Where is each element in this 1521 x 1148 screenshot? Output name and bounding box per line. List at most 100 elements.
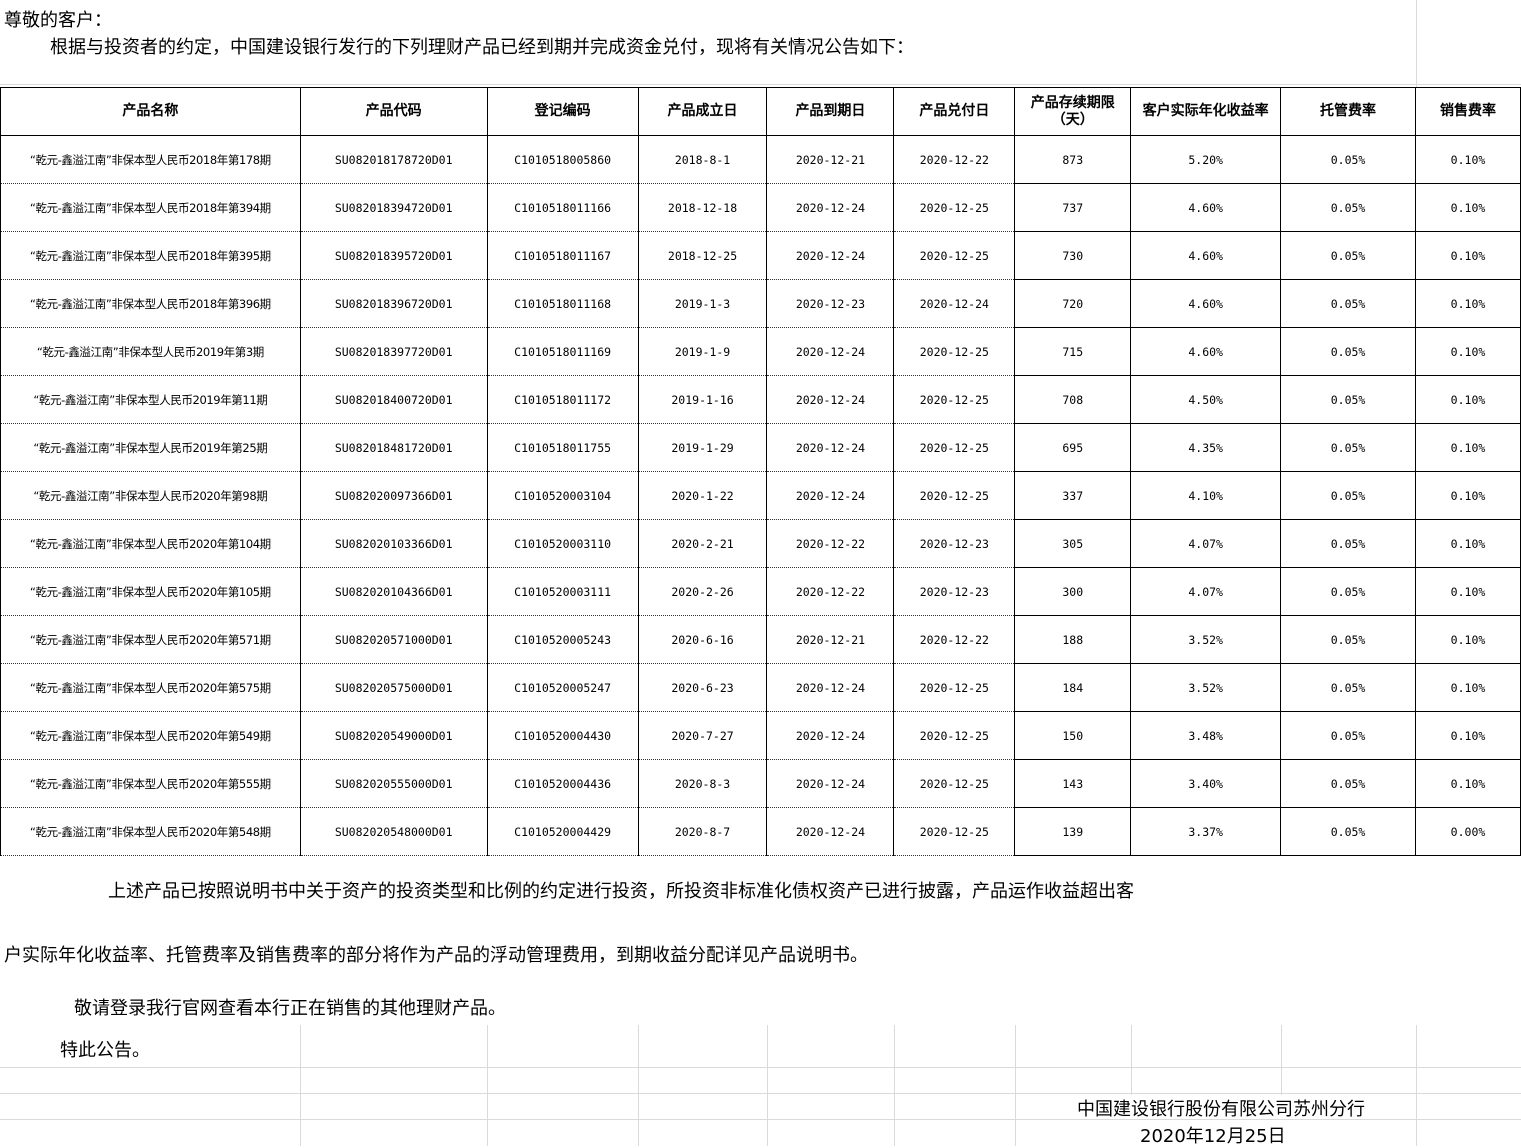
cell-maturity-date: 2020-12-21 — [766, 615, 895, 664]
cell-payment-date: 2020-12-25 — [893, 807, 1016, 856]
cell-sales-fee-rate: 0.10% — [1414, 711, 1521, 760]
header-duration-days: 产品存续期限（天） — [1014, 87, 1132, 136]
cell-product-name: “乾元-鑫溢江南”非保本型人民币2020年第549期 — [0, 711, 301, 760]
announcement-date: 2020年12月25日 — [1140, 1126, 1286, 1147]
cell-product-code: SU082018397720D01 — [299, 327, 488, 376]
cell-annualized-yield: 4.60% — [1130, 183, 1282, 232]
table-row: “乾元-鑫溢江南”非保本型人民币2020年第571期 SU082020571000… — [0, 615, 1521, 664]
cell-establish-date: 2019-1-3 — [637, 279, 768, 328]
cell-establish-date: 2020-6-23 — [637, 663, 768, 712]
greeting: 尊敬的客户： — [4, 10, 112, 31]
table-row: “乾元-鑫溢江南”非保本型人民币2020年第104期 SU082020103366… — [0, 519, 1521, 568]
cell-establish-date: 2020-8-7 — [637, 807, 768, 856]
header-sales-fee-rate: 销售费率 — [1414, 87, 1521, 136]
cell-product-name: “乾元-鑫溢江南”非保本型人民币2020年第104期 — [0, 519, 301, 568]
cell-product-name: “乾元-鑫溢江南”非保本型人民币2020年第555期 — [0, 759, 301, 808]
cell-product-name: “乾元-鑫溢江南”非保本型人民币2018年第396期 — [0, 279, 301, 328]
cell-duration-days: 695 — [1014, 423, 1132, 472]
cell-annualized-yield: 3.52% — [1130, 663, 1282, 712]
cell-maturity-date: 2020-12-22 — [766, 567, 895, 616]
cell-payment-date: 2020-12-25 — [893, 759, 1016, 808]
cell-maturity-date: 2020-12-24 — [766, 423, 895, 472]
cell-registration-code: C1010520004429 — [486, 807, 639, 856]
cell-custody-fee-rate: 0.05% — [1280, 759, 1416, 808]
product-table: 产品名称 产品代码 登记编码 产品成立日 产品到期日 产品兑付日 产品存续期限（天） 客户实际… — [0, 87, 1521, 856]
cell-maturity-date: 2020-12-24 — [766, 807, 895, 856]
cell-payment-date: 2020-12-24 — [893, 279, 1016, 328]
paragraph-1-line-2: 户实际年化收益率、托管费率及销售费率的部分将作为产品的浮动管理费用，到期收益分配… — [4, 945, 868, 966]
cell-duration-days: 715 — [1014, 327, 1132, 376]
cell-establish-date: 2018-12-18 — [637, 183, 768, 232]
cell-annualized-yield: 4.07% — [1130, 567, 1282, 616]
cell-establish-date: 2020-8-3 — [637, 759, 768, 808]
cell-annualized-yield: 4.60% — [1130, 327, 1282, 376]
table-row: “乾元-鑫溢江南”非保本型人民币2019年第3期 SU082018397720D0… — [0, 327, 1521, 376]
cell-product-name: “乾元-鑫溢江南”非保本型人民币2018年第178期 — [0, 135, 301, 184]
cell-registration-code: C1010520005243 — [486, 615, 639, 664]
cell-registration-code: C1010520003104 — [486, 471, 639, 520]
cell-payment-date: 2020-12-25 — [893, 711, 1016, 760]
cell-sales-fee-rate: 0.10% — [1414, 375, 1521, 424]
cell-registration-code: C1010518005860 — [486, 135, 639, 184]
cell-annualized-yield: 4.50% — [1130, 375, 1282, 424]
cell-sales-fee-rate: 0.10% — [1414, 519, 1521, 568]
cell-establish-date: 2020-6-16 — [637, 615, 768, 664]
cell-maturity-date: 2020-12-24 — [766, 183, 895, 232]
cell-product-name: “乾元-鑫溢江南”非保本型人民币2020年第571期 — [0, 615, 301, 664]
cell-maturity-date: 2020-12-24 — [766, 759, 895, 808]
cell-registration-code: C1010520003111 — [486, 567, 639, 616]
cell-duration-days: 300 — [1014, 567, 1132, 616]
cell-product-code: SU082018396720D01 — [299, 279, 488, 328]
cell-registration-code: C1010518011169 — [486, 327, 639, 376]
table-header-row: 产品名称 产品代码 登记编码 产品成立日 产品到期日 产品兑付日 产品存续期限（天） 客户实际… — [0, 87, 1521, 136]
cell-custody-fee-rate: 0.05% — [1280, 519, 1416, 568]
cell-product-name: “乾元-鑫溢江南”非保本型人民币2020年第98期 — [0, 471, 301, 520]
cell-duration-days: 184 — [1014, 663, 1132, 712]
cell-product-code: SU082018481720D01 — [299, 423, 488, 472]
cell-custody-fee-rate: 0.05% — [1280, 327, 1416, 376]
cell-custody-fee-rate: 0.05% — [1280, 183, 1416, 232]
cell-product-code: SU082020103366D01 — [299, 519, 488, 568]
cell-duration-days: 873 — [1014, 135, 1132, 184]
header-establish-date: 产品成立日 — [637, 87, 768, 136]
cell-sales-fee-rate: 0.10% — [1414, 183, 1521, 232]
cell-product-name: “乾元-鑫溢江南”非保本型人民币2019年第3期 — [0, 327, 301, 376]
cell-product-code: SU082020575000D01 — [299, 663, 488, 712]
cell-product-code: SU082020104366D01 — [299, 567, 488, 616]
cell-annualized-yield: 4.60% — [1130, 279, 1282, 328]
cell-custody-fee-rate: 0.05% — [1280, 567, 1416, 616]
cell-annualized-yield: 4.35% — [1130, 423, 1282, 472]
cell-establish-date: 2020-7-27 — [637, 711, 768, 760]
table-row: “乾元-鑫溢江南”非保本型人民币2019年第25期 SU082018481720D… — [0, 423, 1521, 472]
cell-annualized-yield: 3.40% — [1130, 759, 1282, 808]
cell-product-name: “乾元-鑫溢江南”非保本型人民币2020年第548期 — [0, 807, 301, 856]
table-row: “乾元-鑫溢江南”非保本型人民币2020年第575期 SU082020575000… — [0, 663, 1521, 712]
cell-custody-fee-rate: 0.05% — [1280, 375, 1416, 424]
cell-custody-fee-rate: 0.05% — [1280, 135, 1416, 184]
cell-registration-code: C1010518011172 — [486, 375, 639, 424]
cell-registration-code: C1010518011167 — [486, 231, 639, 280]
cell-payment-date: 2020-12-23 — [893, 519, 1016, 568]
cell-custody-fee-rate: 0.05% — [1280, 279, 1416, 328]
cell-duration-days: 305 — [1014, 519, 1132, 568]
cell-payment-date: 2020-12-23 — [893, 567, 1016, 616]
cell-payment-date: 2020-12-25 — [893, 231, 1016, 280]
cell-duration-days: 188 — [1014, 615, 1132, 664]
cell-payment-date: 2020-12-25 — [893, 423, 1016, 472]
cell-duration-days: 337 — [1014, 471, 1132, 520]
cell-sales-fee-rate: 0.10% — [1414, 759, 1521, 808]
cell-annualized-yield: 4.07% — [1130, 519, 1282, 568]
signature: 中国建设银行股份有限公司苏州分行 — [1077, 1099, 1365, 1120]
cell-sales-fee-rate: 0.10% — [1414, 135, 1521, 184]
cell-sales-fee-rate: 0.10% — [1414, 231, 1521, 280]
table-row: “乾元-鑫溢江南”非保本型人民币2019年第11期 SU082018400720D… — [0, 375, 1521, 424]
header-maturity-date: 产品到期日 — [766, 87, 895, 136]
table-row: “乾元-鑫溢江南”非保本型人民币2018年第178期 SU082018178720… — [0, 135, 1521, 184]
cell-maturity-date: 2020-12-24 — [766, 375, 895, 424]
table-row: “乾元-鑫溢江南”非保本型人民币2020年第548期 SU082020548000… — [0, 807, 1521, 856]
cell-maturity-date: 2020-12-24 — [766, 231, 895, 280]
cell-product-name: “乾元-鑫溢江南”非保本型人民币2018年第394期 — [0, 183, 301, 232]
table-row: “乾元-鑫溢江南”非保本型人民币2020年第549期 SU082020549000… — [0, 711, 1521, 760]
cell-product-code: SU082018400720D01 — [299, 375, 488, 424]
cell-maturity-date: 2020-12-23 — [766, 279, 895, 328]
